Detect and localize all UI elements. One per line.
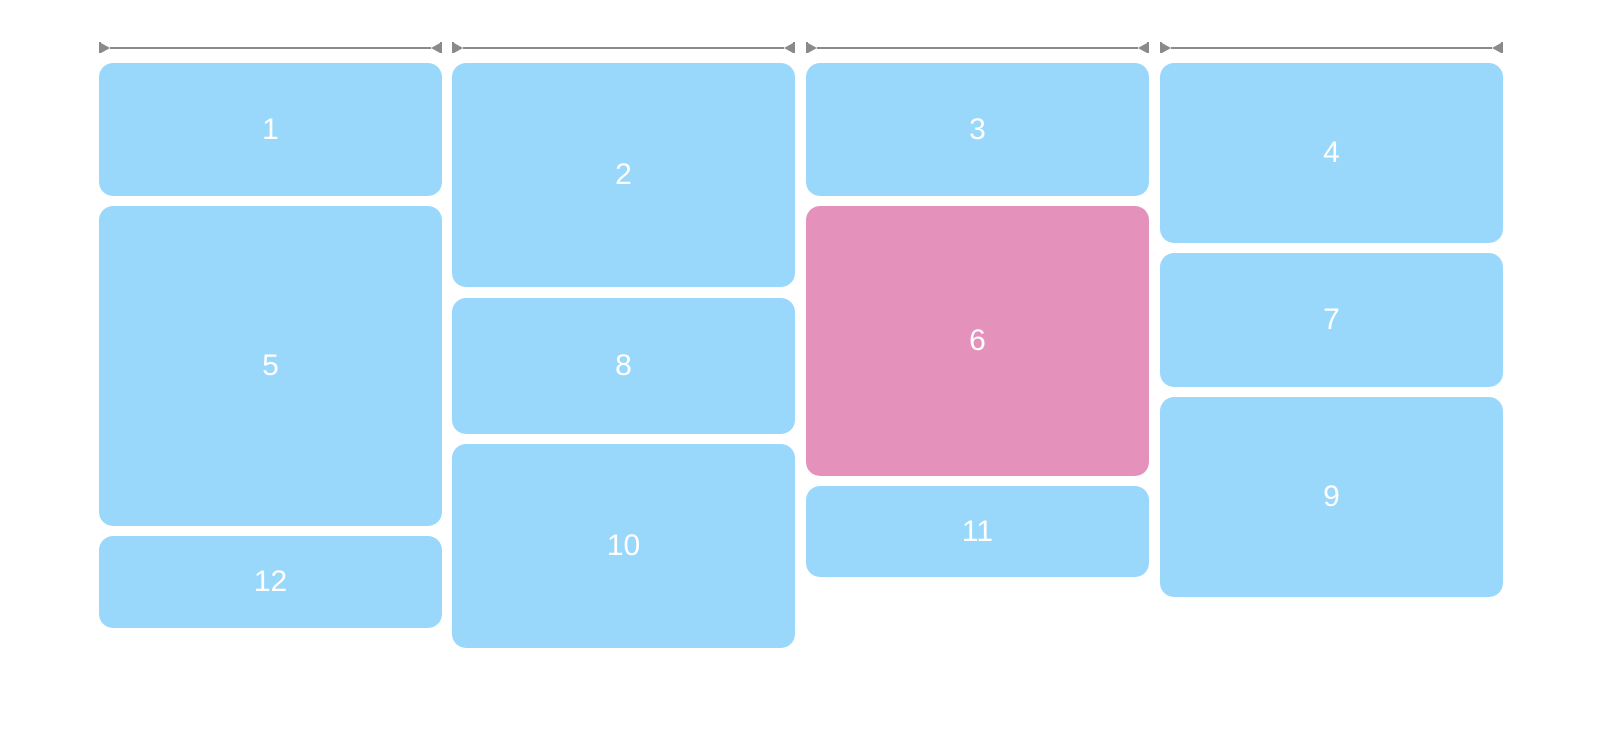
column-4-width-ruler [1160,41,1503,54]
card-label: 11 [961,514,994,548]
card-label: 9 [1323,480,1340,513]
column-1-width-ruler [99,41,442,54]
card-label: 1 [262,112,279,146]
masonry-card-7: 7 [1160,253,1503,387]
ruler-end-tick [99,42,101,53]
arrow-left-icon [431,42,440,53]
ruler-line [1171,46,1492,49]
column-2-width-ruler [452,41,795,54]
card-label: 12 [253,565,288,598]
ruler-line [463,46,784,49]
masonry-card-6-highlighted: 6 [806,206,1149,476]
masonry-card-10: 10 [452,444,795,648]
card-label: 4 [1323,136,1340,169]
card-label: 8 [615,349,632,382]
ruler-end-tick [793,42,795,53]
arrow-right-icon [808,42,817,53]
arrow-right-icon [454,42,463,53]
card-label: 10 [606,529,641,562]
ruler-end-tick [452,42,454,53]
card-label: 6 [969,324,986,357]
ruler-end-tick [806,42,808,53]
masonry-card-1: 1 [99,63,442,196]
ruler-line [817,46,1138,49]
masonry-card-8: 8 [452,298,795,434]
column-3-width-ruler [806,41,1149,54]
masonry-card-4: 4 [1160,63,1503,243]
arrow-right-icon [101,42,110,53]
ruler-end-tick [1160,42,1162,53]
masonry-card-5: 5 [99,206,442,526]
ruler-end-tick [1147,42,1149,53]
arrow-right-icon [1162,42,1171,53]
masonry-card-9: 9 [1160,397,1503,597]
masonry-card-2: 2 [452,63,795,287]
arrow-left-icon [1492,42,1501,53]
arrow-left-icon [1138,42,1147,53]
card-label: 3 [969,112,986,146]
ruler-line [110,46,431,49]
masonry-card-12: 12 [99,536,442,628]
card-label: 7 [1323,303,1340,336]
masonry-card-11: 11 [806,486,1149,577]
ruler-end-tick [1501,42,1503,53]
card-label: 2 [615,158,632,191]
masonry-card-3: 3 [806,63,1149,196]
arrow-left-icon [784,42,793,53]
card-label: 5 [262,349,279,382]
ruler-end-tick [440,42,442,53]
